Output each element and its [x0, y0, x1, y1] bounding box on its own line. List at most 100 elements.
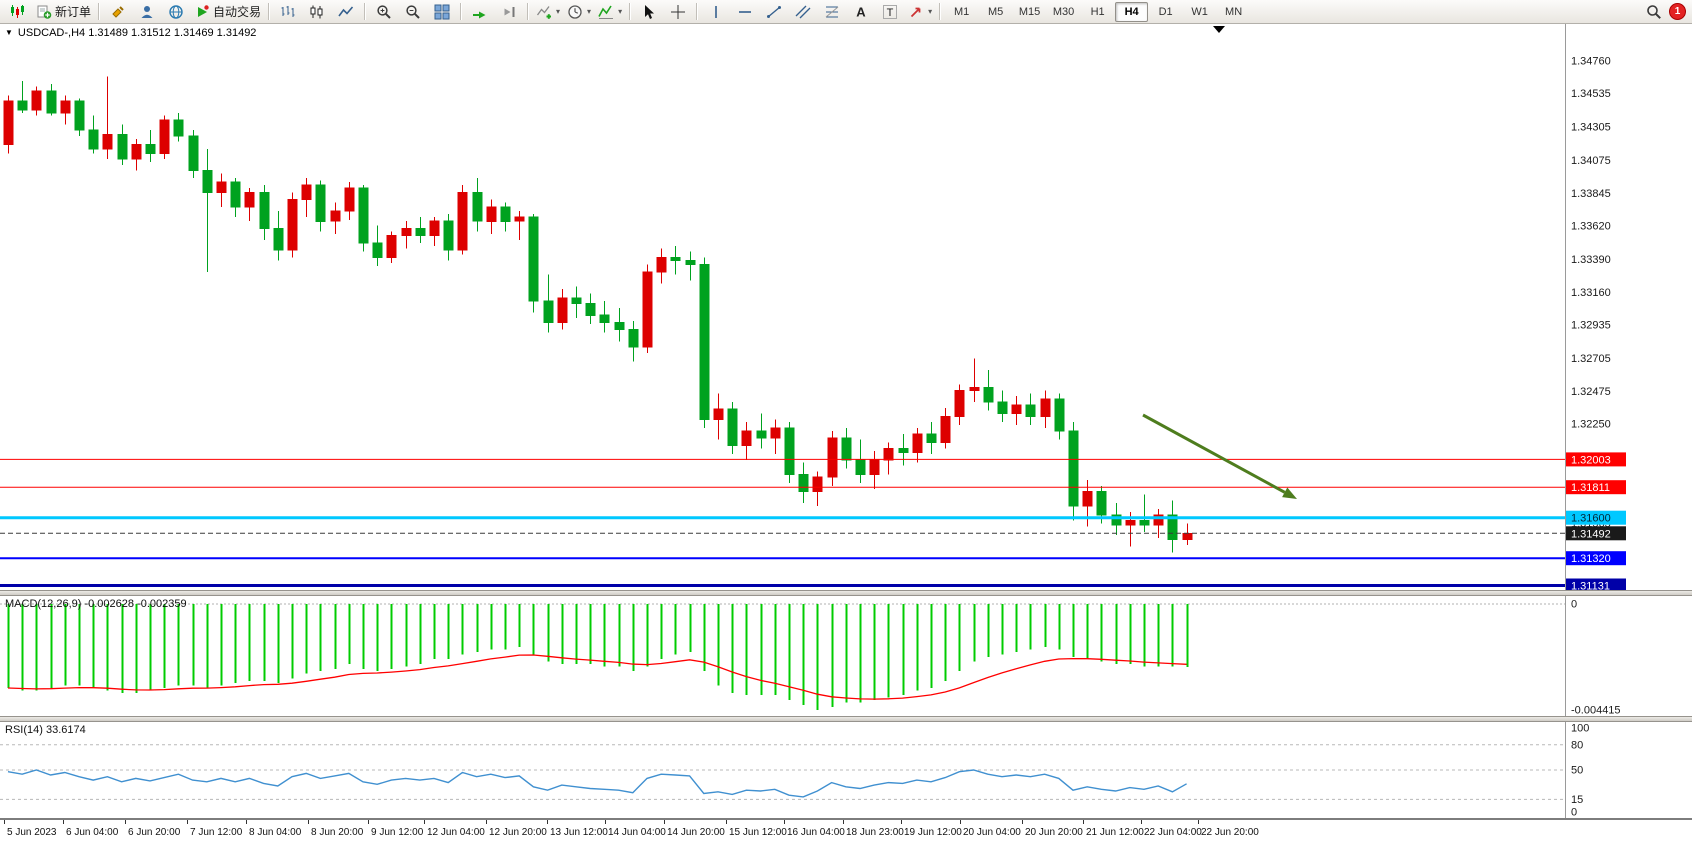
candles-icon [309, 4, 325, 20]
candle [3, 100, 14, 146]
time-axis-tick [726, 820, 727, 824]
candlestick-mode-button[interactable] [303, 1, 331, 23]
bar-chart-mode-button[interactable] [274, 1, 302, 23]
svg-text:1.33845: 1.33845 [1571, 188, 1611, 200]
timeframe-h1-button[interactable]: H1 [1090, 5, 1105, 18]
hline-icon [737, 4, 753, 20]
candle [330, 210, 341, 222]
hammer-icon [110, 4, 126, 20]
rsi-panel[interactable]: 100 80 50 150 [0, 722, 1692, 818]
svg-text:1.31811: 1.31811 [1571, 482, 1610, 494]
svg-text:100: 100 [1571, 723, 1589, 735]
candle [457, 191, 468, 251]
time-axis-label: 21 Jun 12:00 [1086, 827, 1144, 838]
timeframe-m15-button[interactable]: M15 [1018, 5, 1041, 18]
line-chart-mode-button[interactable] [332, 1, 360, 23]
candle [259, 191, 270, 230]
time-axis-label: 5 Jun 2023 [7, 827, 57, 838]
svg-text:1.34760: 1.34760 [1571, 56, 1611, 68]
new-chart-dropdown-button[interactable]: ▾ [533, 1, 563, 23]
toolbar-right-group: 1 [1646, 3, 1688, 20]
svg-text:1.34535: 1.34535 [1571, 88, 1611, 100]
market-watch-button[interactable] [104, 1, 132, 23]
timeframe-mn-button[interactable]: MN [1225, 5, 1243, 18]
notification-badge[interactable]: 1 [1669, 3, 1686, 20]
svg-text:0: 0 [1571, 599, 1577, 611]
main-chart[interactable]: 1.34760 1.34535 1.34305 1.34075 1.33845 1.336… [0, 24, 1692, 590]
svg-text:1.31600: 1.31600 [1571, 513, 1611, 525]
candle [642, 271, 653, 348]
label-tool-button[interactable]: T [876, 1, 904, 23]
crosshair-tool-button[interactable] [664, 1, 692, 23]
timeframe-h4-button[interactable]: H4 [1115, 1, 1149, 22]
candle [514, 216, 525, 222]
candle [599, 314, 610, 323]
candle [969, 387, 980, 391]
timeframe-d1-button[interactable]: D1 [1158, 5, 1173, 18]
toolbar-separator [268, 3, 271, 20]
candle [713, 408, 724, 420]
time-axis-tick [664, 820, 665, 824]
chart-shift-button[interactable] [495, 1, 523, 23]
vertical-line-tool-button[interactable] [702, 1, 730, 23]
indicators-dropdown-button[interactable]: ▾ [595, 1, 625, 23]
data-window-button[interactable] [133, 1, 161, 23]
zoom-in-button[interactable] [370, 1, 398, 23]
arrows-tool-button[interactable]: ▾ [905, 1, 935, 23]
timeframe-m1-button[interactable]: M1 [953, 5, 970, 18]
auto-scroll-button[interactable] [466, 1, 494, 23]
new-order-button[interactable]: 新订单 [33, 1, 94, 23]
candle [1167, 514, 1178, 540]
candle [1096, 491, 1107, 516]
time-axis-tick [4, 820, 5, 824]
candle [1068, 430, 1079, 507]
timeframe-m30-button[interactable]: M30 [1052, 5, 1075, 18]
crosshair-icon [670, 4, 686, 20]
auto-trading-button[interactable]: 自动交易 [191, 1, 264, 23]
toolbar-separator [696, 3, 699, 20]
candle [855, 459, 866, 475]
channel-tool-button[interactable] [789, 1, 817, 23]
caret-down-icon: ▾ [618, 7, 623, 16]
search-icon[interactable] [1646, 4, 1662, 20]
candle [429, 220, 440, 237]
fibonacci-tool-button[interactable] [818, 1, 846, 23]
timeframe-w1-button[interactable]: W1 [1191, 5, 1208, 18]
textT-icon: T [882, 4, 898, 20]
svg-text:1.34075: 1.34075 [1571, 155, 1611, 167]
timeframes-dropdown-button[interactable]: ▾ [564, 1, 594, 23]
new-chart-button[interactable] [4, 1, 32, 23]
main-toolbar: 新订单 自动交易 ▾ ▾ ▾ A T ▾ M1 M5 M15 M30 H1 H4 D1 W1 MN 1 [0, 0, 1692, 24]
chart-shift-marker[interactable] [1213, 26, 1225, 33]
rsi-axis-labels[interactable]: 100 80 50 150 [1571, 723, 1589, 819]
candle [827, 437, 838, 478]
candle [17, 100, 28, 111]
price-tag-1.31492: 1.31492 [1566, 526, 1626, 541]
zoom-out-button[interactable] [399, 1, 427, 23]
macd-panel[interactable]: 0 -0.004415 [0, 596, 1692, 716]
candle [131, 144, 142, 160]
time-axis-label: 12 Jun 04:00 [427, 827, 485, 838]
price-tag-1.31600: 1.31600 [1566, 510, 1626, 525]
time-axis-tick [547, 820, 548, 824]
navigator-button[interactable] [162, 1, 190, 23]
caret-down-icon: ▾ [556, 7, 561, 16]
trendline-tool-button[interactable] [760, 1, 788, 23]
horizontal-line-tool-button[interactable] [731, 1, 759, 23]
arrowobj-icon [908, 4, 924, 20]
trend-arrow-annotation[interactable] [1142, 413, 1297, 499]
candle [401, 228, 412, 237]
cursor-tool-button[interactable] [635, 1, 663, 23]
tile-windows-button[interactable] [428, 1, 456, 23]
candle [1111, 514, 1122, 526]
text-tool-button[interactable]: A [847, 1, 875, 23]
macd-axis-labels[interactable]: 0 -0.004415 [1571, 599, 1621, 717]
panel-separator[interactable] [0, 716, 1692, 722]
panel-separator[interactable] [0, 590, 1692, 596]
timeframe-m5-button[interactable]: M5 [987, 5, 1004, 18]
time-axis-label: 22 Jun 20:00 [1201, 827, 1259, 838]
candle [656, 256, 667, 273]
candle [315, 184, 326, 222]
time-axis[interactable]: 5 Jun 2023 6 Jun 04:00 6 Jun 20:00 7 Jun 12… [0, 818, 1692, 844]
time-axis-tick [960, 820, 961, 824]
